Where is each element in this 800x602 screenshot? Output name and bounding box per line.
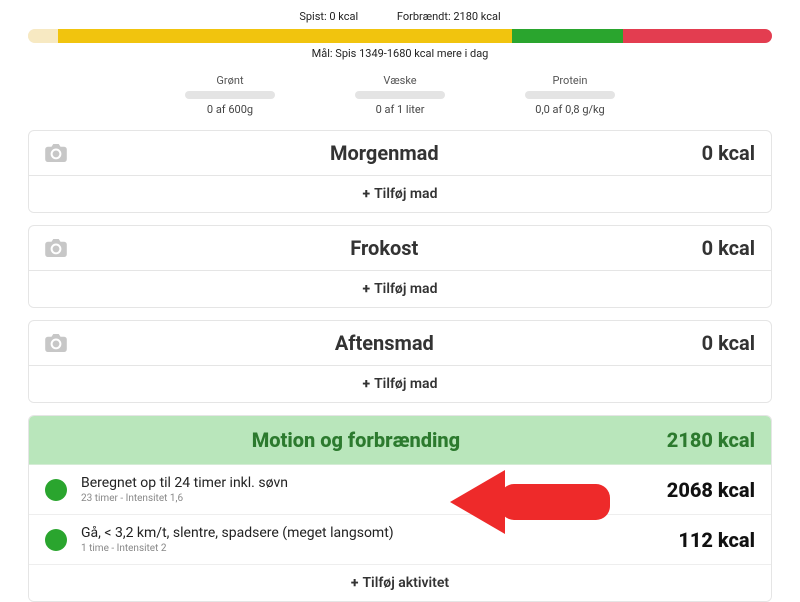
meal-kcal: 0 kcal <box>702 331 755 355</box>
nutrient-label: Protein <box>525 74 615 87</box>
plus-icon: + <box>363 376 371 392</box>
nutrient-item[interactable]: Væske 0 af 1 liter <box>355 74 445 116</box>
meal-card: Frokost0 kcal+Tilføj mad <box>28 225 772 308</box>
nutrient-item[interactable]: Grønt 0 af 600g <box>185 74 275 116</box>
motion-title: Motion og forbrænding <box>45 428 667 452</box>
plus-icon: + <box>351 575 359 591</box>
energy-bar-segment <box>28 29 58 43</box>
motion-card: Motion og forbrænding 2180 kcal Beregnet… <box>28 415 772 602</box>
nutrient-value: 0,0 af 0,8 g/kg <box>525 103 615 116</box>
meal-header[interactable]: Morgenmad0 kcal <box>29 131 771 176</box>
energy-bar-segment <box>58 29 512 43</box>
goal-label: Mål: Spis 1349-1680 kcal mere i dag <box>28 47 772 60</box>
motion-total-kcal: 2180 kcal <box>667 428 755 452</box>
add-activity-label: Tilføj aktivitet <box>362 575 449 591</box>
nutrient-value: 0 af 600g <box>185 103 275 116</box>
meal-title: Aftensmad <box>67 331 702 355</box>
nutrient-value: 0 af 1 liter <box>355 103 445 116</box>
nutrient-progress-bar <box>355 91 445 99</box>
activity-dot-icon <box>45 529 67 551</box>
activity-name: Beregnet op til 24 timer inkl. søvn <box>81 475 667 491</box>
activity-kcal: 2068 kcal <box>667 478 755 502</box>
nutrient-label: Grønt <box>185 74 275 87</box>
add-food-button[interactable]: +Tilføj mad <box>29 366 771 402</box>
plus-icon: + <box>363 186 371 202</box>
meal-kcal: 0 kcal <box>702 141 755 165</box>
activity-text: Beregnet op til 24 timer inkl. søvn 23 ti… <box>81 475 667 504</box>
add-food-label: Tilføj mad <box>374 376 437 392</box>
camera-icon[interactable] <box>45 239 67 257</box>
add-food-button[interactable]: +Tilføj mad <box>29 271 771 307</box>
meal-title: Morgenmad <box>67 141 702 165</box>
meal-header[interactable]: Aftensmad0 kcal <box>29 321 771 366</box>
plus-icon: + <box>363 281 371 297</box>
nutrient-progress-bar <box>525 91 615 99</box>
camera-icon[interactable] <box>45 144 67 162</box>
activity-subtext: 23 timer - Intensitet 1,6 <box>81 493 667 504</box>
activity-row[interactable]: Beregnet op til 24 timer inkl. søvn 23 ti… <box>29 465 771 515</box>
add-food-label: Tilføj mad <box>374 186 437 202</box>
energy-progress-bar <box>28 29 772 43</box>
activity-name: Gå, < 3,2 km/t, slentre, spadsere (meget… <box>81 525 678 541</box>
eaten-label: Spist: 0 kcal <box>299 10 358 23</box>
meal-header[interactable]: Frokost0 kcal <box>29 226 771 271</box>
add-activity-button[interactable]: +Tilføj aktivitet <box>29 565 771 601</box>
motion-header: Motion og forbrænding 2180 kcal <box>29 416 771 465</box>
add-food-button[interactable]: +Tilføj mad <box>29 176 771 212</box>
nutrient-label: Væske <box>355 74 445 87</box>
meal-title: Frokost <box>67 236 702 260</box>
meal-card: Morgenmad0 kcal+Tilføj mad <box>28 130 772 213</box>
nutrient-item[interactable]: Protein 0,0 af 0,8 g/kg <box>525 74 615 116</box>
nutrient-summary: Grønt 0 af 600g Væske 0 af 1 liter Protein 0,… <box>28 74 772 116</box>
activity-kcal: 112 kcal <box>678 528 755 552</box>
activity-subtext: 1 time - Intensitet 2 <box>81 543 678 554</box>
energy-bar-segment <box>512 29 624 43</box>
energy-bar-segment <box>623 29 772 43</box>
activity-dot-icon <box>45 479 67 501</box>
burned-label: Forbrændt: 2180 kcal <box>397 10 501 23</box>
energy-summary-labels: Spist: 0 kcal Forbrændt: 2180 kcal <box>28 10 772 23</box>
camera-icon[interactable] <box>45 334 67 352</box>
meal-kcal: 0 kcal <box>702 236 755 260</box>
add-food-label: Tilføj mad <box>374 281 437 297</box>
nutrient-progress-bar <box>185 91 275 99</box>
activity-row[interactable]: Gå, < 3,2 km/t, slentre, spadsere (meget… <box>29 515 771 565</box>
activity-text: Gå, < 3,2 km/t, slentre, spadsere (meget… <box>81 525 678 554</box>
meal-card: Aftensmad0 kcal+Tilføj mad <box>28 320 772 403</box>
